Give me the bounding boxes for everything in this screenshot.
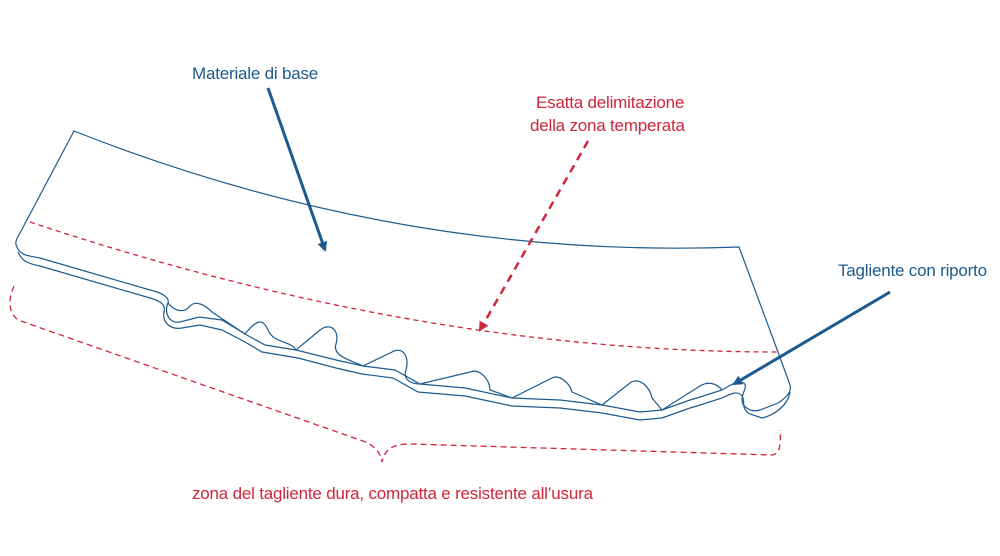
tooth-wave xyxy=(167,302,723,411)
temper-zone-arrow xyxy=(478,140,590,332)
temper-zone-label-line1: Esatta delimitazione xyxy=(536,93,685,112)
hard-zone-brace xyxy=(9,285,781,463)
cutting-edge-profile xyxy=(17,251,791,421)
cutting-edge-label: Tagliente con riporto xyxy=(838,261,987,280)
hard-zone-label: zona del tagliente dura, compatta e resi… xyxy=(192,484,593,503)
base-material-label: Materiale di base xyxy=(192,64,319,83)
temper-zone-boundary xyxy=(29,221,779,353)
cutting-edge-arrow xyxy=(732,290,891,386)
base-material-outline xyxy=(15,130,791,413)
base-material-arrow xyxy=(266,87,328,252)
temper-zone-label-line2: della zona temperata xyxy=(530,116,685,135)
